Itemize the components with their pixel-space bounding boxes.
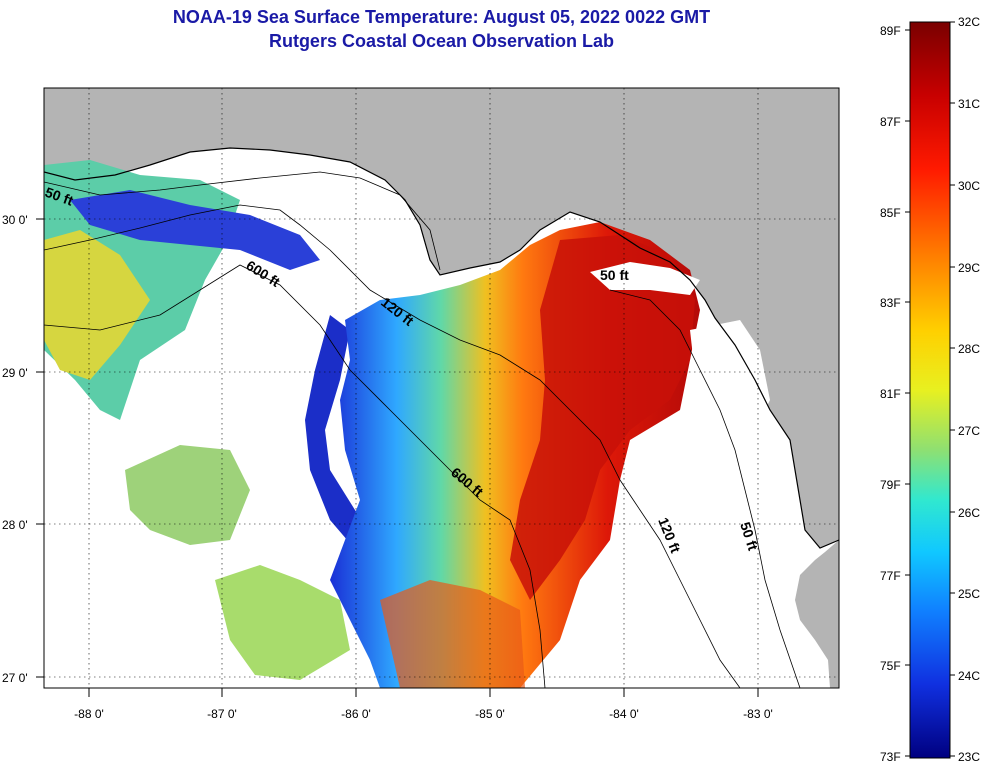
x-tick-label: -83 0' <box>743 707 773 721</box>
colorbar-gradient <box>909 21 951 759</box>
colorbar-c-label: 27C <box>958 424 980 438</box>
colorbar-c-label: 30C <box>958 179 980 193</box>
sst-south-green-patch <box>215 565 350 680</box>
graticule <box>44 88 839 688</box>
colorbar-c-label: 32C <box>958 15 980 29</box>
map-title: NOAA-19 Sea Surface Temperature: August … <box>172 7 711 27</box>
colorbar: 89F 87F 85F 83F 81F 79F 77F 75F 73F 32C … <box>880 15 980 764</box>
sst-blue-ribbon <box>305 315 380 555</box>
x-tick-label: -88 0' <box>74 707 104 721</box>
x-tick-label: -86 0' <box>341 707 371 721</box>
y-tick-label: 29 0' <box>2 366 28 380</box>
colorbar-f-label: 83F <box>880 296 901 310</box>
sst-hot-core <box>510 235 695 600</box>
colorbar-f-label: 79F <box>880 478 901 492</box>
sst-southwest-patch <box>125 445 250 545</box>
colorbar-f-label: 81F <box>880 387 901 401</box>
colorbar-f-label: 89F <box>880 24 901 38</box>
colorbar-c-label: 31C <box>958 97 980 111</box>
colorbar-c-label: 23C <box>958 750 980 764</box>
colorbar-c-label: 26C <box>958 506 980 520</box>
x-tick-label: -85 0' <box>475 707 505 721</box>
contour-50ft-west <box>44 171 441 271</box>
contour-50ft-east <box>609 289 801 688</box>
colorbar-c-label: 29C <box>958 261 980 275</box>
colorbar-c-label: 25C <box>958 587 980 601</box>
coastline <box>44 147 839 549</box>
land-southeast <box>795 540 839 688</box>
contour-600ft <box>44 264 546 688</box>
contour-120ft <box>44 204 741 688</box>
colorbar-c-label: 24C <box>958 669 980 683</box>
land-north <box>44 88 839 548</box>
colorbar-f-label: 75F <box>880 659 901 673</box>
colorbar-f-label: 77F <box>880 569 901 583</box>
sst-blue-nearshore-west <box>70 190 320 270</box>
sst-south-orange <box>380 580 525 688</box>
y-tick-label: 30 0' <box>2 213 28 227</box>
y-tick-label: 27 0' <box>2 671 28 685</box>
axis-ticks <box>36 218 759 697</box>
sst-west-yellow <box>44 230 150 380</box>
x-tick-label: -84 0' <box>609 707 639 721</box>
colorbar-f-label: 73F <box>880 750 901 764</box>
colorbar-c-label: 28C <box>958 342 980 356</box>
contour-label-50ft-bigbend: 50 ft <box>600 267 629 283</box>
map-subtitle: Rutgers Coastal Ocean Observation Lab <box>268 31 615 51</box>
cloud-gap-east <box>690 320 770 450</box>
map-frame <box>43 87 840 689</box>
y-tick-label: 28 0' <box>2 518 28 532</box>
x-tick-label: -87 0' <box>207 707 237 721</box>
colorbar-f-label: 87F <box>880 115 901 129</box>
colorbar-f-label: 85F <box>880 206 901 220</box>
cloud-gap <box>590 262 700 295</box>
